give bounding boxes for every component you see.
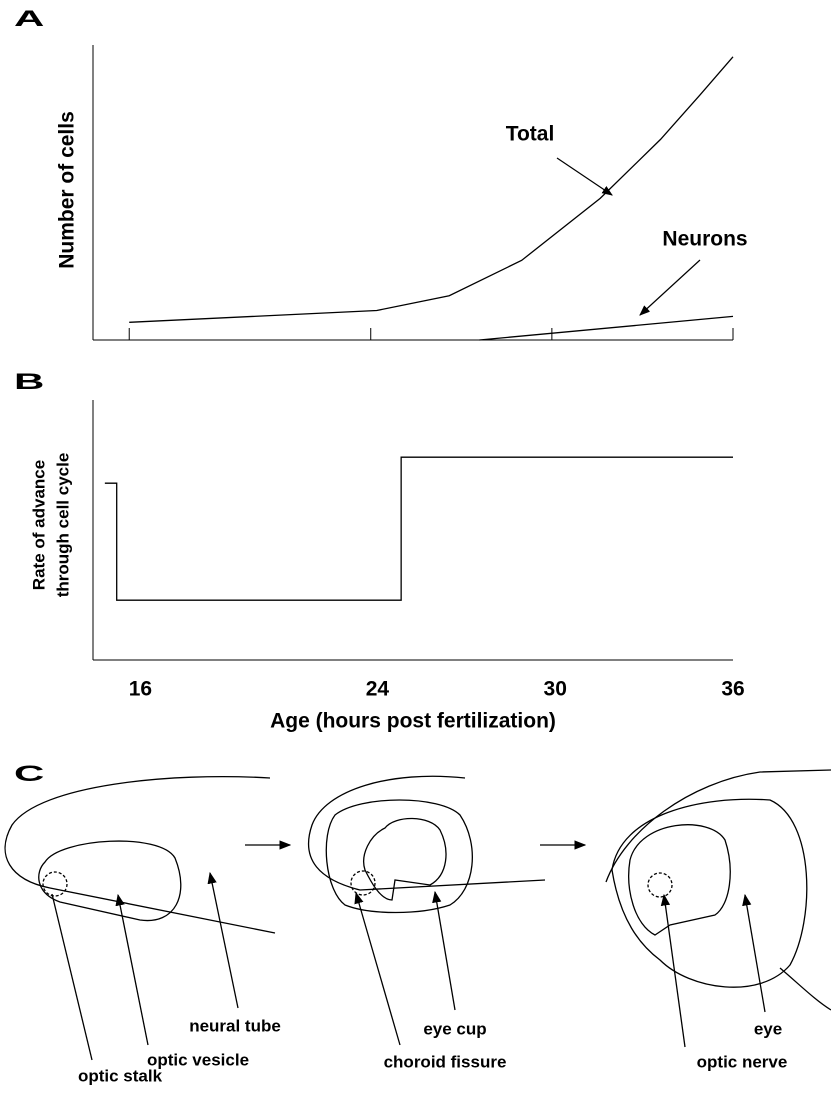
label: optic vesicle <box>147 1050 249 1069</box>
data-line <box>129 56 734 323</box>
panel-label: C <box>14 762 44 787</box>
x-tick-label: 16 <box>129 678 152 701</box>
eye-cup-outer <box>325 799 473 914</box>
arrow <box>115 893 149 1046</box>
y-axis-label: through cell cycle <box>53 453 72 598</box>
x-tick-label: 30 <box>544 678 567 701</box>
pointer-line <box>51 893 93 1061</box>
eye-inner <box>628 824 731 936</box>
panel-label: A <box>14 7 44 32</box>
stage-1: neural tube optic vesicle optic stalk <box>4 775 281 1085</box>
stage-2: eye cup choroid fissure <box>307 775 546 1071</box>
optic-vesicle-outline <box>38 840 182 922</box>
label: eye <box>754 1019 782 1038</box>
annotation-arrow <box>556 157 613 196</box>
arrow <box>432 890 456 1011</box>
neural-tube-outline <box>307 775 546 891</box>
arrow <box>742 893 766 1013</box>
label: optic stalk <box>78 1066 163 1085</box>
y-axis-label: Rate of advance <box>29 460 48 590</box>
neural-tube-outline <box>4 775 276 934</box>
x-axis-label: Age (hours post fertilization) <box>270 710 556 733</box>
eye-cup-inner <box>363 817 447 901</box>
x-tick-label: 24 <box>366 678 390 701</box>
arrow <box>354 891 401 1046</box>
neural-tube-outline <box>605 769 831 883</box>
eye-outline <box>611 798 808 988</box>
stage-3: eye optic nerve <box>605 769 831 1071</box>
label: neural tube <box>189 1016 281 1035</box>
arrow <box>660 893 686 1048</box>
label: eye cup <box>423 1019 486 1038</box>
optic-nerve-circle <box>647 872 673 898</box>
label: optic nerve <box>697 1052 788 1071</box>
panel-label: B <box>14 370 44 395</box>
tube-bottom <box>779 967 831 1011</box>
x-tick-label: 36 <box>721 678 744 701</box>
y-axis-label: Number of cells <box>56 111 79 269</box>
optic-stalk-circle <box>350 870 376 896</box>
data-line <box>104 456 733 601</box>
series-label: Total <box>506 123 555 146</box>
annotation-arrow <box>639 259 701 316</box>
series-label: Neurons <box>662 228 747 251</box>
label: choroid fissure <box>384 1052 507 1071</box>
arrow <box>207 871 239 1009</box>
optic-stalk-circle <box>42 871 68 897</box>
data-line <box>479 315 734 341</box>
